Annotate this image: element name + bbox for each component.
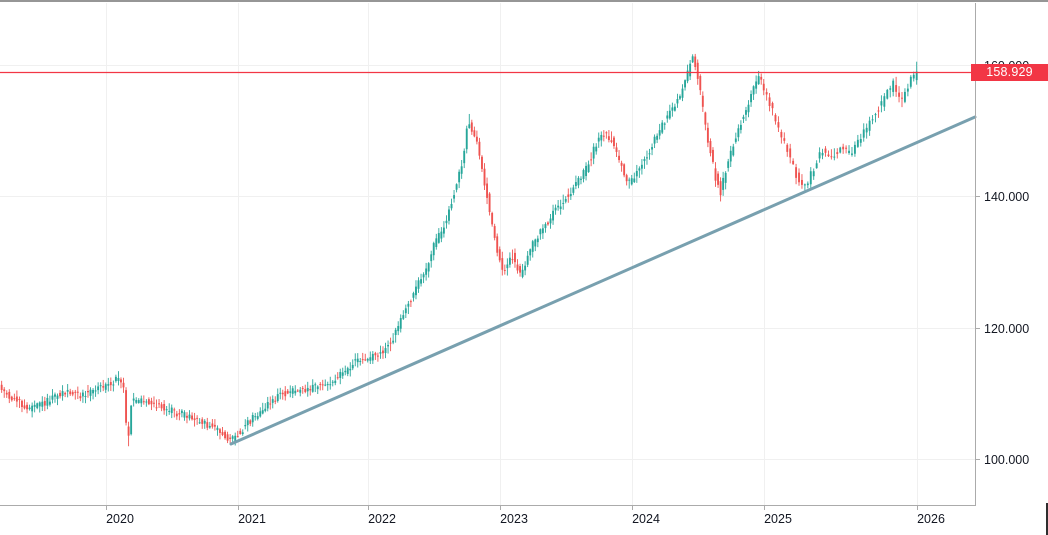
y-axis-label: 100.000 — [984, 453, 1029, 467]
x-axis-label: 2026 — [917, 512, 945, 526]
x-axis-label: 2020 — [106, 512, 134, 526]
x-axis-label: 2023 — [500, 512, 528, 526]
axes-layer: 160.000140.000120.000100.000202020212022… — [0, 3, 1029, 526]
grid-layer — [0, 3, 975, 505]
candles-layer — [0, 53, 918, 447]
x-axis-label: 2024 — [632, 512, 660, 526]
window-edge — [1046, 503, 1048, 535]
last-price-label: 158.929 — [971, 64, 1048, 81]
x-axis-label: 2025 — [764, 512, 792, 526]
y-axis-label: 140.000 — [984, 190, 1029, 204]
trend-line[interactable] — [229, 115, 977, 446]
x-axis-label: 2021 — [238, 512, 266, 526]
pane-top-border — [0, 0, 1048, 2]
x-axis-label: 2022 — [368, 512, 396, 526]
y-axis-label: 120.000 — [984, 322, 1029, 336]
